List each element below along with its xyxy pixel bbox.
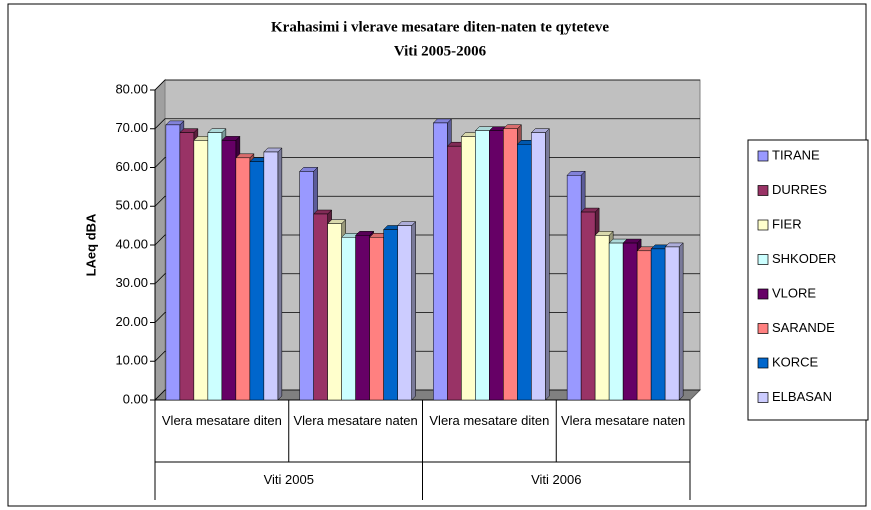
legend-swatch — [757, 323, 769, 334]
y-tick-label: 0.00 — [123, 391, 148, 406]
legend-swatch — [757, 185, 769, 196]
legend-label: SHKODER — [772, 251, 836, 266]
bar — [299, 171, 314, 401]
bar — [179, 132, 195, 401]
chart-title: Krahasimi i vlerave mesatare diten-naten… — [271, 19, 609, 35]
x-tick-label: Vlera mesatare naten — [293, 413, 418, 428]
bar — [193, 140, 209, 401]
legend-label: DURRES — [772, 182, 827, 197]
y-axis-label: LAeq dBA — [83, 213, 98, 276]
y-tick-label: 10.00 — [115, 353, 148, 368]
y-tick-label: 30.00 — [115, 275, 148, 290]
bar — [433, 122, 448, 401]
bar — [221, 140, 237, 401]
bar — [313, 213, 328, 401]
x-tick-label: Vlera mesatare diten — [429, 413, 550, 428]
legend-swatch — [757, 150, 769, 162]
bar — [327, 223, 342, 401]
bar — [447, 145, 462, 401]
bar — [383, 229, 398, 401]
legend-swatch — [757, 392, 769, 403]
legend-label: SARANDE — [772, 320, 835, 335]
y-tick-label: 80.00 — [115, 81, 148, 96]
bar — [249, 161, 265, 401]
legend-swatch — [757, 288, 769, 300]
chart-subtitle: Viti 2005-2006 — [394, 43, 487, 59]
bar-side — [277, 147, 283, 401]
bar — [517, 144, 532, 401]
bar — [594, 235, 610, 401]
y-tick-label: 70.00 — [115, 120, 148, 135]
bar — [580, 211, 596, 401]
legend-label: FIER — [772, 216, 802, 231]
bar — [355, 235, 370, 401]
grid-line — [154, 79, 700, 91]
bar — [664, 246, 680, 401]
legend-label: ELBASAN — [772, 389, 832, 404]
x-tick-label: Vlera mesatare naten — [560, 413, 686, 428]
bar — [341, 237, 356, 401]
grid-line — [154, 118, 700, 130]
bar — [489, 130, 504, 401]
bar — [566, 175, 582, 401]
bar — [235, 157, 251, 401]
bar — [650, 248, 666, 401]
x-tick-label: Vlera mesatare diten — [161, 413, 282, 428]
bar — [622, 242, 638, 401]
bar-side — [411, 221, 416, 401]
y-tick-label: 20.00 — [115, 314, 148, 329]
y-tick-label: 60.00 — [115, 159, 148, 174]
legend-label: KORCE — [772, 354, 819, 369]
bar — [263, 151, 279, 401]
bar — [461, 136, 476, 401]
bar — [207, 132, 223, 401]
legend-swatch — [757, 357, 769, 369]
bar-side — [678, 242, 684, 401]
bar — [531, 132, 546, 401]
bar — [636, 250, 652, 401]
y-tick-label: 50.00 — [115, 198, 148, 213]
legend-swatch — [757, 219, 769, 231]
legend-label: VLORE — [772, 285, 816, 300]
bar — [475, 130, 490, 401]
legend-swatch — [757, 254, 769, 265]
group-label: Viti 2005 — [263, 472, 314, 487]
bar — [369, 237, 384, 401]
legend-label: TIRANE — [772, 147, 820, 162]
bar — [165, 124, 181, 401]
bar-side — [545, 128, 550, 401]
bar — [397, 225, 412, 401]
bar — [503, 128, 518, 401]
bar — [608, 242, 624, 401]
group-label: Viti 2006 — [531, 472, 582, 487]
y-tick-label: 40.00 — [115, 236, 148, 251]
